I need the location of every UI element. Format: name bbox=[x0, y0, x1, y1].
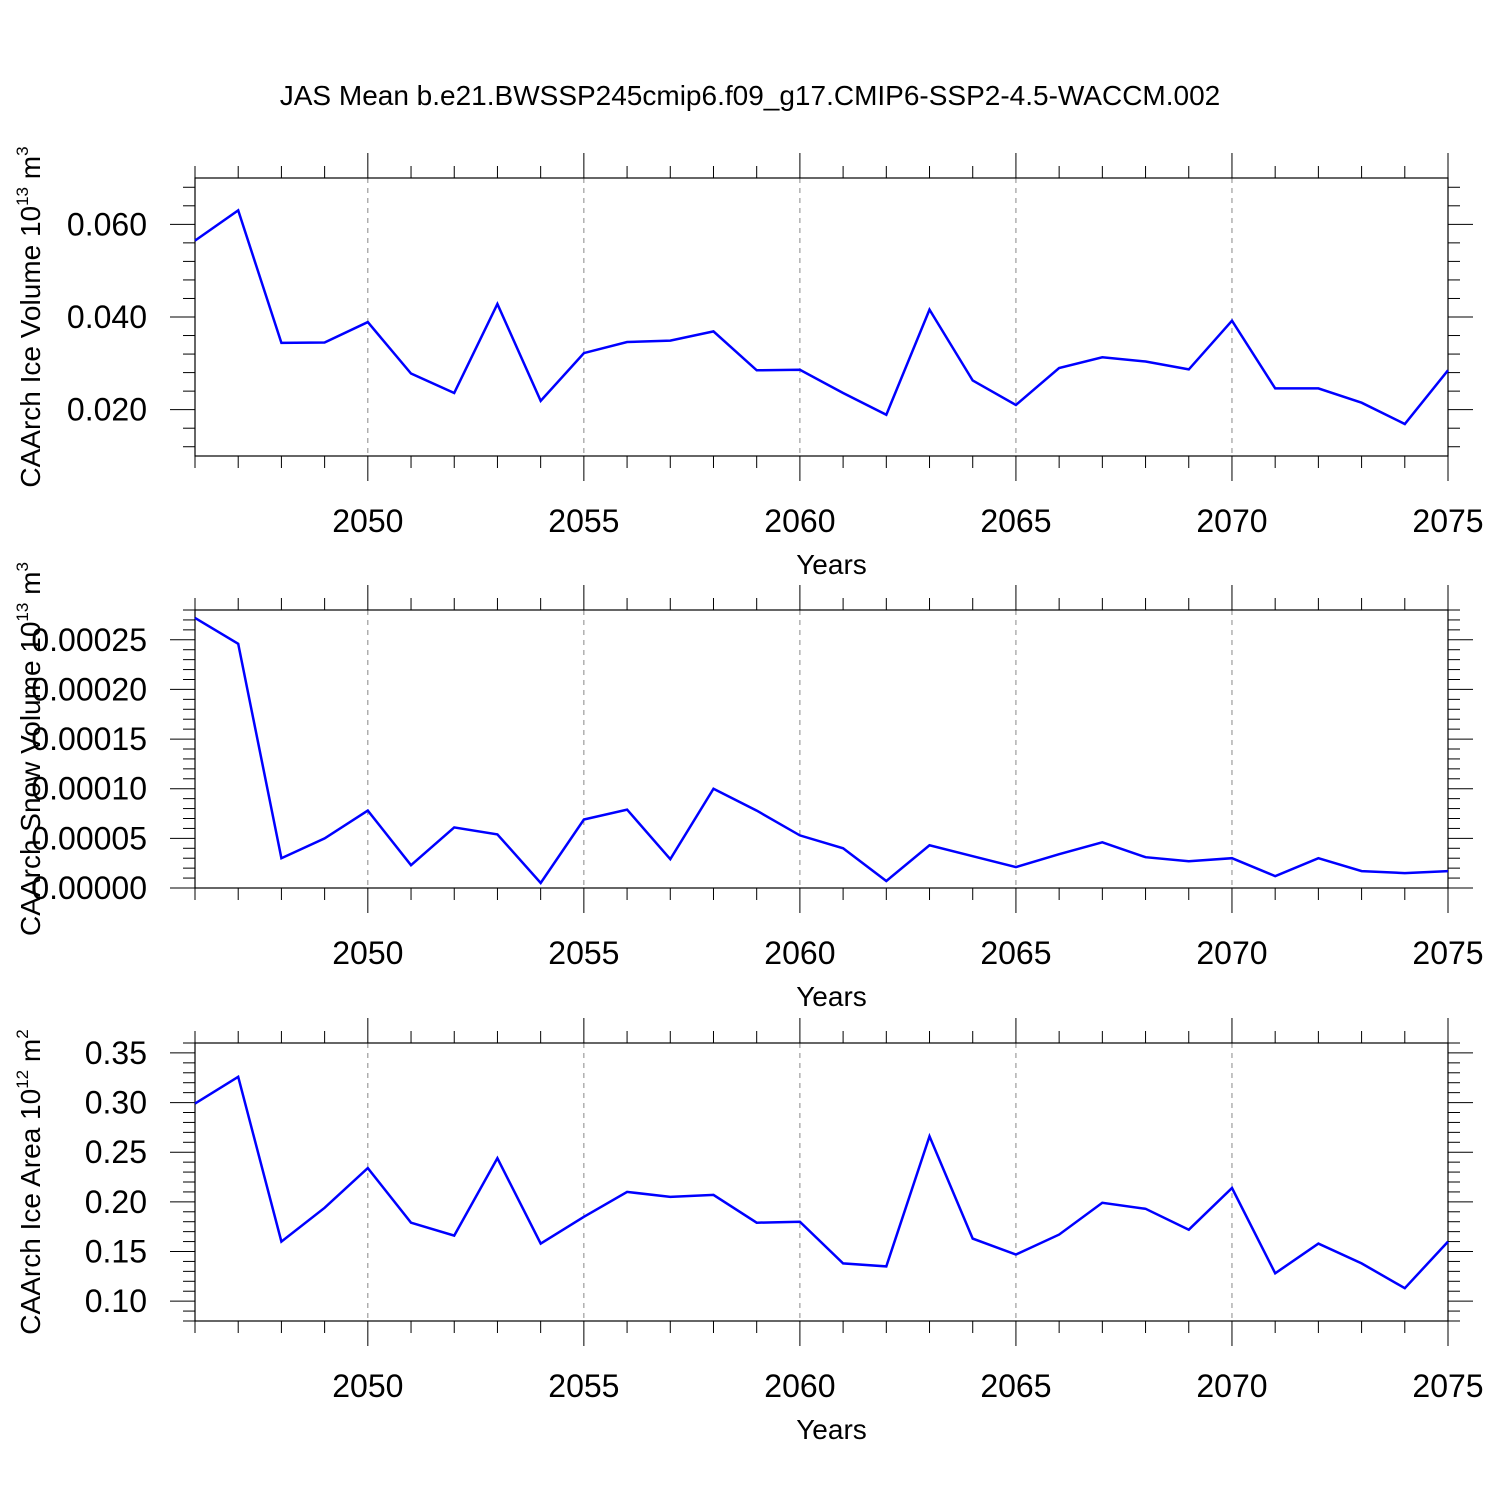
y-tick-label: 0.20 bbox=[85, 1184, 147, 1220]
plot-frame bbox=[194, 1042, 1449, 1322]
x-tick-label: 2055 bbox=[548, 1368, 619, 1404]
chart-panel-1: 0.020 0.040 0.060 2050 2055 2060 2065 2070 2075 Y… bbox=[13, 146, 1484, 580]
plot-frame bbox=[194, 177, 1449, 457]
y-tick-label: 0.30 bbox=[85, 1085, 147, 1121]
series-line bbox=[194, 208, 1449, 426]
x-tick-label: 2070 bbox=[1196, 1368, 1267, 1404]
series-line bbox=[194, 1074, 1449, 1290]
chart-panel-2: 0.00000 0.00005 0.00010 0.00015 0.00020 0.000… bbox=[13, 562, 1484, 1012]
x-axis-label: Years bbox=[796, 1414, 867, 1445]
x-tick-label: 2050 bbox=[332, 935, 403, 971]
x-axis-label: Years bbox=[796, 981, 867, 1012]
x-tick-label: 2050 bbox=[332, 503, 403, 539]
y-tick-label: 0.00005 bbox=[31, 820, 147, 856]
x-tick-label: 2065 bbox=[980, 935, 1051, 971]
y-tick-label: 0.15 bbox=[85, 1234, 147, 1270]
panels: 0.020 0.040 0.060 2050 2055 2060 2065 2070 2075 Y… bbox=[13, 146, 1484, 1445]
y-tick-label: 0.040 bbox=[67, 299, 147, 335]
x-axis-label: Years bbox=[796, 549, 867, 580]
y-tick-label: 0.35 bbox=[85, 1035, 147, 1071]
plot-frame bbox=[194, 609, 1449, 889]
y-axis-label: CAArch Snow Volume 1013 m3 bbox=[13, 562, 46, 936]
y-tick-label: 0.25 bbox=[85, 1134, 147, 1170]
x-tick-label: 2050 bbox=[332, 1368, 403, 1404]
x-tick-label: 2055 bbox=[548, 935, 619, 971]
chart-panel-3: 0.10 0.15 0.20 0.25 0.30 0.35 2050 2055 2060 2065… bbox=[13, 1018, 1484, 1445]
x-tick-label: 2065 bbox=[980, 503, 1051, 539]
y-tick-label: 0.060 bbox=[67, 206, 147, 242]
y-axis-label: CAArch Ice Volume 1013 m3 bbox=[13, 146, 46, 487]
x-tick-label: 2060 bbox=[764, 503, 835, 539]
x-tick-label: 2075 bbox=[1412, 935, 1483, 971]
x-tick-label: 2075 bbox=[1412, 1368, 1483, 1404]
y-tick-label: 0.00025 bbox=[31, 622, 147, 658]
x-tick-label: 2070 bbox=[1196, 503, 1267, 539]
y-tick-label: 0.00020 bbox=[31, 671, 147, 707]
y-tick-label: 0.00015 bbox=[31, 721, 147, 757]
x-tick-label: 2060 bbox=[764, 935, 835, 971]
y-tick-label: 0.00010 bbox=[31, 771, 147, 807]
y-tick-label: 0.10 bbox=[85, 1283, 147, 1319]
y-tick-label: 0.00000 bbox=[31, 870, 147, 906]
y-axis-label: CAArch Ice Area 1012 m2 bbox=[13, 1029, 46, 1334]
series-line bbox=[194, 616, 1449, 886]
x-tick-label: 2065 bbox=[980, 1368, 1051, 1404]
y-tick-label: 0.020 bbox=[67, 392, 147, 428]
x-tick-label: 2060 bbox=[764, 1368, 835, 1404]
chart-title: JAS Mean b.e21.BWSSP245cmip6.f09_g17.CMI… bbox=[280, 80, 1221, 111]
x-tick-label: 2075 bbox=[1412, 503, 1483, 539]
x-tick-label: 2055 bbox=[548, 503, 619, 539]
x-tick-label: 2070 bbox=[1196, 935, 1267, 971]
